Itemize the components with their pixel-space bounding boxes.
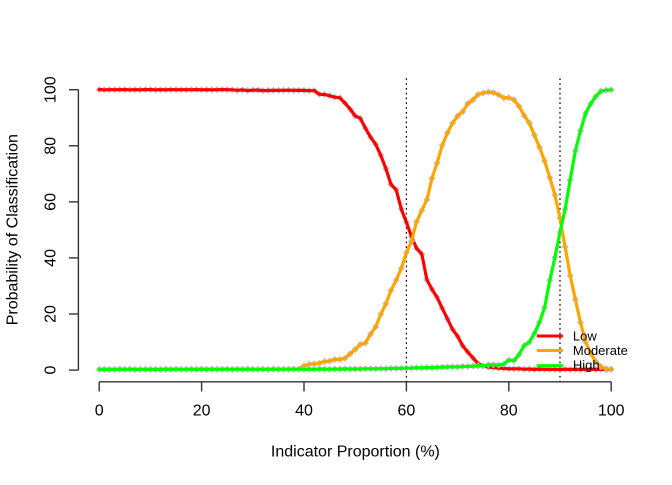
svg-text:0: 0 (95, 403, 104, 420)
svg-text:80: 80 (500, 403, 518, 420)
svg-text:60: 60 (43, 193, 60, 211)
svg-text:0: 0 (43, 366, 60, 375)
svg-text:Probability of Classification: Probability of Classification (5, 134, 22, 325)
svg-text:High: High (573, 358, 600, 373)
svg-text:40: 40 (295, 403, 313, 420)
svg-text:20: 20 (43, 305, 60, 323)
svg-text:100: 100 (43, 76, 60, 103)
svg-text:Moderate: Moderate (573, 343, 628, 358)
svg-text:20: 20 (193, 403, 211, 420)
svg-text:Indicator Proportion (%): Indicator Proportion (%) (271, 443, 440, 460)
svg-text:Low: Low (573, 329, 597, 344)
svg-text:100: 100 (598, 403, 625, 420)
svg-text:40: 40 (43, 249, 60, 267)
svg-text:80: 80 (43, 137, 60, 155)
svg-text:60: 60 (398, 403, 416, 420)
